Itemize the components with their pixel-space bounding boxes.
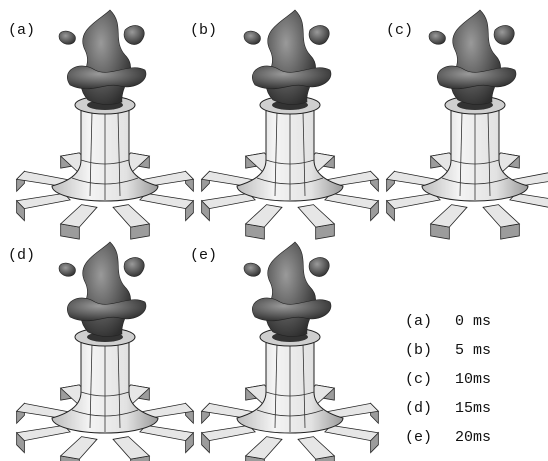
- legend-key: (d): [405, 400, 432, 417]
- figure: (a) (b) (c) (d) (e) (a) 0 ms (b) 5 ms (c…: [0, 0, 548, 461]
- panel-b: [202, 10, 379, 239]
- panel-d: [17, 242, 194, 461]
- legend-key: (b): [405, 342, 432, 359]
- legend-time: 10ms: [455, 371, 491, 388]
- panel-label: (c): [386, 22, 413, 39]
- page: {"panels": [{"label": "(a)"}, {"label": …: [0, 0, 548, 461]
- legend-key: (a): [405, 313, 432, 330]
- panel-label: (d): [8, 247, 35, 264]
- legend-time: 20ms: [455, 429, 491, 446]
- panel-a: [17, 10, 194, 239]
- legend-time: 0 ms: [455, 313, 491, 330]
- legend: (a) 0 ms (b) 5 ms (c) 10ms (d) 15ms (e) …: [405, 313, 491, 446]
- legend-time: 15ms: [455, 400, 491, 417]
- panel-label: (a): [8, 22, 35, 39]
- legend-key: (e): [405, 429, 432, 446]
- legend-time: 5 ms: [455, 342, 491, 359]
- panel-label: (b): [190, 22, 217, 39]
- legend-key: (c): [405, 371, 432, 388]
- panel-label: (e): [190, 247, 217, 264]
- panel-c: [387, 10, 548, 239]
- panel-e: [202, 242, 379, 461]
